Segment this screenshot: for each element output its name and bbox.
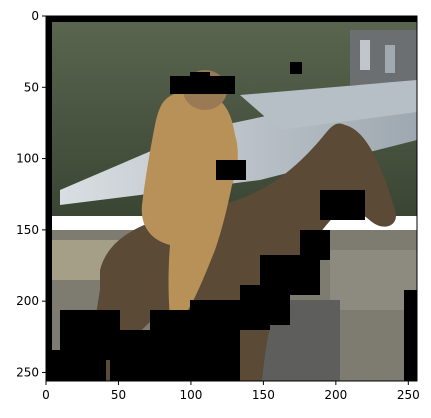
x-tick-label: 200 <box>324 388 347 402</box>
y-tick-label: 250 <box>16 365 39 379</box>
y-tick-label: 100 <box>16 152 39 166</box>
x-tick-label: 250 <box>397 388 420 402</box>
y-tick-label: 0 <box>31 9 39 23</box>
x-tick-label: 100 <box>179 388 202 402</box>
y-tick-label: 150 <box>16 223 39 237</box>
x-tick-label: 150 <box>252 388 275 402</box>
photo <box>46 16 417 381</box>
y-tick-label: 50 <box>24 80 39 94</box>
y-axis-ticks: 0 50 100 150 200 250 <box>16 9 46 379</box>
x-axis-ticks: 0 50 100 150 200 250 <box>42 381 420 402</box>
x-tick-label: 0 <box>42 388 50 402</box>
y-tick-label: 200 <box>16 294 39 308</box>
x-tick-label: 50 <box>111 388 126 402</box>
